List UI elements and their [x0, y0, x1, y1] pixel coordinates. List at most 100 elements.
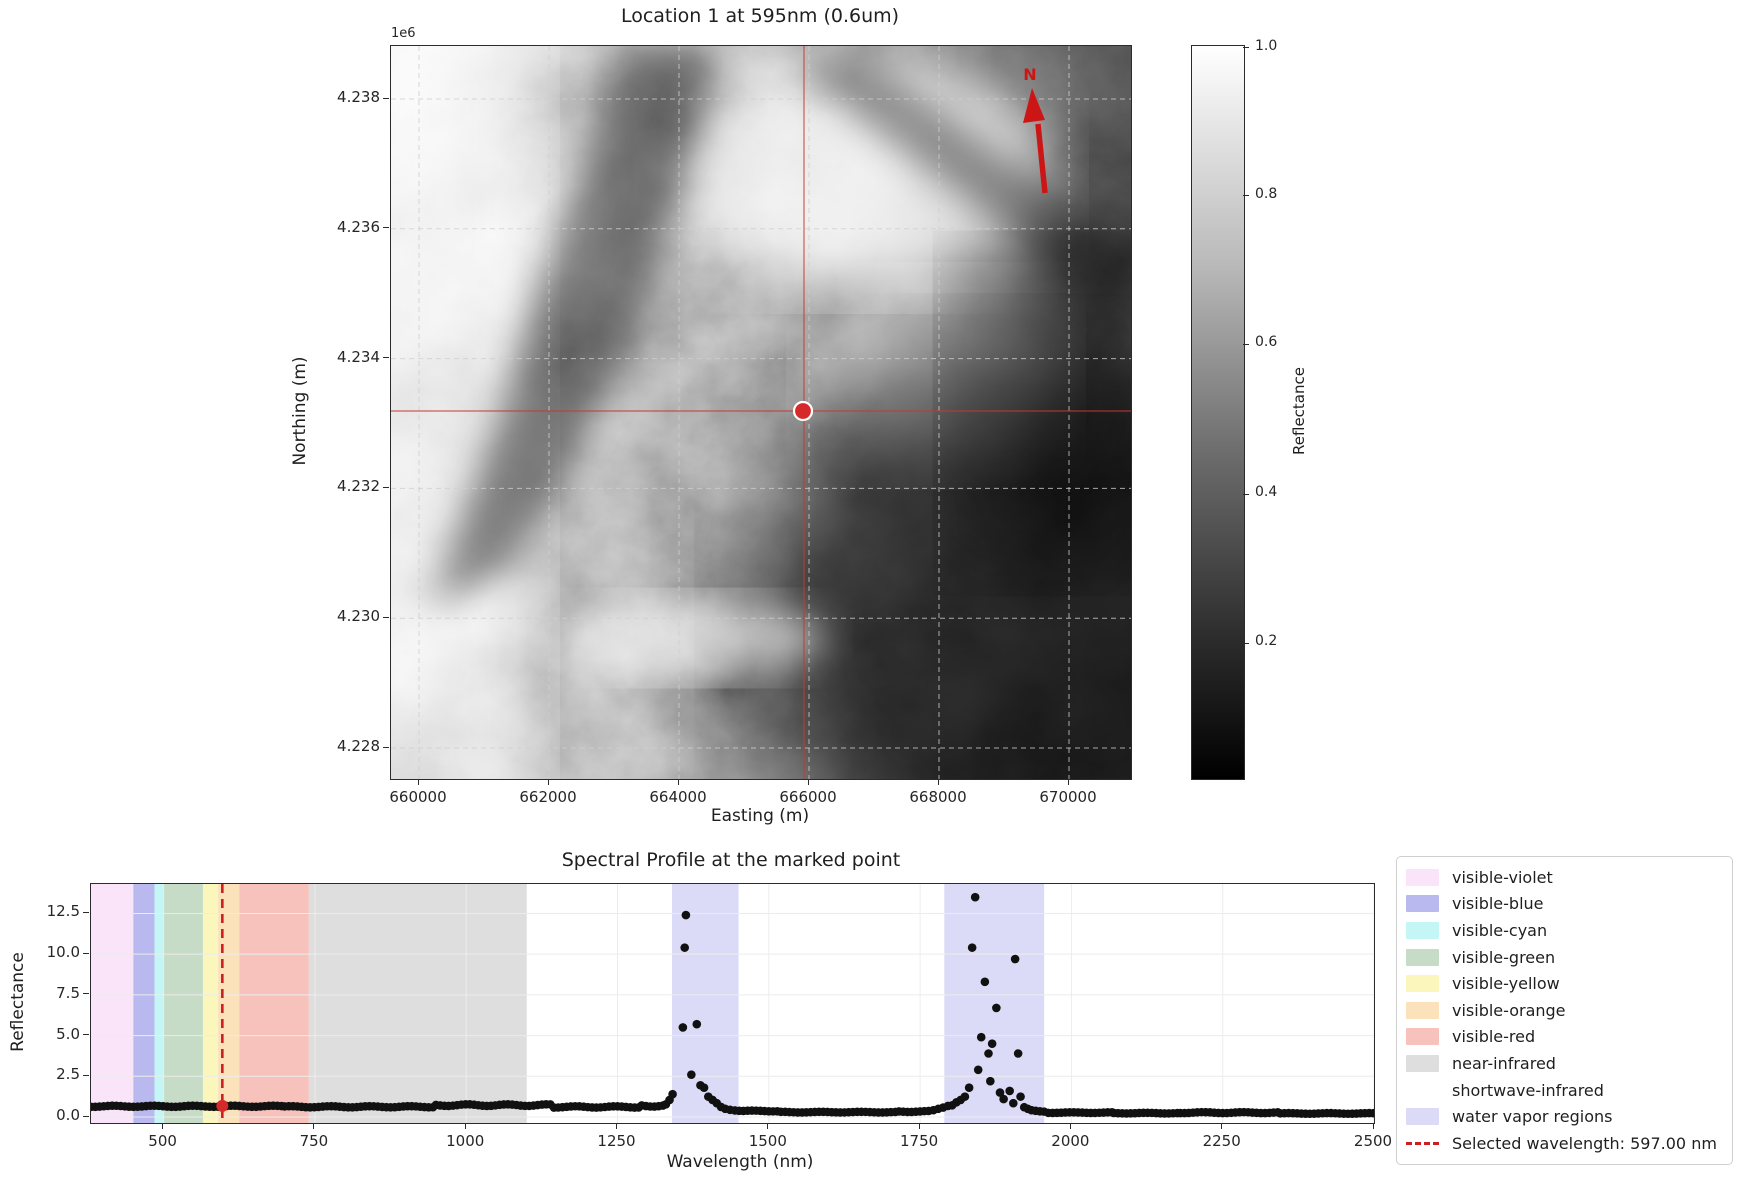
spectral-y-tick-label: 2.5 [56, 1065, 80, 1084]
colorbar-label: Reflectance [1290, 367, 1308, 455]
spectral-x-tick-label: 2500 [1353, 1132, 1393, 1150]
spectrum-point [964, 1083, 974, 1092]
spectral-axes [86, 883, 1378, 1124]
spectrum-point [986, 1076, 995, 1086]
spectrum-point [1039, 1107, 1049, 1116]
spectral-x-tick-label: 1250 [597, 1132, 636, 1150]
map-gridlines [391, 46, 1131, 779]
map-y-tick-label: 4.236 [337, 217, 380, 236]
map-x-axis-label: Easting (m) [710, 806, 810, 826]
legend-color-swatch [1406, 921, 1439, 939]
spectrum-point [970, 892, 980, 902]
legend-item-label: visible-orange [1452, 1000, 1566, 1020]
legend-item-2: visible-cyan [1406, 917, 1722, 944]
colorbar-tick-label: 0.8 [1255, 185, 1278, 202]
legend-item-label: Selected wavelength: 597.00 nm [1452, 1133, 1717, 1153]
legend-item-1: visible-blue [1406, 891, 1722, 918]
map-y-tick-mark [383, 227, 389, 229]
north-arrow-shaft [1035, 123, 1048, 194]
spectral-y-tick-mark [83, 1115, 89, 1117]
spectral-y-tick-mark [83, 911, 89, 913]
map-x-tick-label: 662000 [519, 788, 577, 806]
colorbar-tick-mark [1243, 195, 1249, 197]
legend-item-0: visible-violet [1406, 864, 1722, 891]
spectrum-point [1010, 954, 1020, 964]
legend-item-4: visible-yellow [1406, 970, 1722, 997]
spectrum-point [668, 1089, 677, 1099]
colorbar-tick-mark [1243, 642, 1249, 644]
map-x-tick-label: 666000 [779, 788, 837, 806]
spectrum-point [967, 943, 977, 952]
spectral-x-tick-mark [162, 1123, 164, 1129]
map-y-tick-label: 4.230 [337, 607, 380, 626]
legend-item-label: near-infrared [1452, 1053, 1556, 1073]
legend-item-label: shortwave-infrared [1452, 1080, 1604, 1100]
legend-color-swatch [1406, 1001, 1439, 1019]
spectral-x-tick-mark [1069, 1123, 1071, 1129]
colorbar [1191, 45, 1245, 780]
map-x-tick-mark [937, 779, 939, 785]
map-axes: N [351, 6, 1321, 876]
map-y-tick-mark [383, 746, 389, 748]
marked-point[interactable] [792, 400, 814, 422]
legend-color-swatch [1406, 1108, 1439, 1126]
map-x-tick-label: 660000 [389, 788, 447, 806]
map-x-tick-mark [547, 779, 549, 785]
spectrum-point [960, 1092, 970, 1101]
colorbar-tick-mark [1243, 343, 1249, 345]
spectral-y-tick-mark [83, 952, 89, 954]
spectrum-point [1005, 1086, 1014, 1096]
spectral-bands [91, 884, 1045, 1123]
map-y-tick-label: 4.234 [337, 347, 380, 366]
colorbar-tick-label: 1.0 [1255, 37, 1278, 54]
spectral-y-tick-label: 5.0 [56, 1024, 80, 1043]
colorbar-tick-mark [1243, 493, 1249, 495]
legend-color-swatch [1406, 1054, 1439, 1072]
map-x-tick-mark [807, 779, 809, 785]
legend-item-7: near-infrared [1406, 1050, 1722, 1077]
spectrum-point [1016, 1092, 1025, 1101]
legend-color-swatch [1406, 1081, 1439, 1099]
map-y-tick-label: 4.238 [337, 88, 380, 106]
north-arrow-head [1023, 88, 1045, 123]
spectrum-point [999, 1094, 1008, 1104]
spectrum-point [987, 1039, 997, 1049]
map-y-tick-mark [383, 616, 389, 618]
spectral-y-tick-mark [83, 993, 89, 995]
selected-wavelength-marker[interactable] [216, 1099, 229, 1112]
spectrum-point [973, 1065, 983, 1075]
map-x-tick-mark [1067, 779, 1069, 785]
band-visible-green [163, 884, 203, 1123]
band-visible-violet [91, 884, 134, 1123]
map-x-tick-mark [417, 779, 419, 785]
spectral-x-tick-label: 2000 [1051, 1132, 1090, 1150]
legend-color-swatch [1406, 975, 1439, 993]
spectrum-point [687, 1070, 696, 1079]
map-y-tick-label: 4.232 [337, 477, 380, 496]
spectrum-point [699, 1083, 709, 1092]
band-water-vapor [944, 884, 1045, 1123]
legend-color-swatch [1406, 895, 1439, 913]
map-image: N [351, 6, 1321, 876]
legend-item-label: visible-yellow [1452, 974, 1560, 994]
spectrum-point [992, 1003, 1001, 1013]
spectral-chart [86, 884, 1378, 1123]
spectrum-point [734, 1106, 744, 1116]
band-visible-blue [133, 884, 155, 1123]
north-label: N [1023, 65, 1036, 84]
spectral-x-tick-mark [1372, 1123, 1374, 1129]
terrain-raster [351, 6, 1321, 876]
map-x-tick-label: 664000 [649, 788, 707, 806]
legend-color-swatch [1406, 948, 1439, 966]
map-y-tick-mark [383, 357, 389, 359]
legend-item-6: visible-red [1406, 1024, 1722, 1051]
spectral-x-tick-label: 1500 [748, 1132, 787, 1150]
legend-item-10: Selected wavelength: 597.00 nm [1406, 1130, 1722, 1157]
spectral-title: Spectral Profile at the marked point [561, 849, 901, 871]
spectrum-point [692, 1019, 702, 1029]
spectrum-point [980, 977, 990, 987]
colorbar-tick-label: 0.2 [1255, 633, 1278, 650]
spectral-x-tick-mark [918, 1123, 920, 1129]
band-near-infrared [308, 884, 527, 1123]
